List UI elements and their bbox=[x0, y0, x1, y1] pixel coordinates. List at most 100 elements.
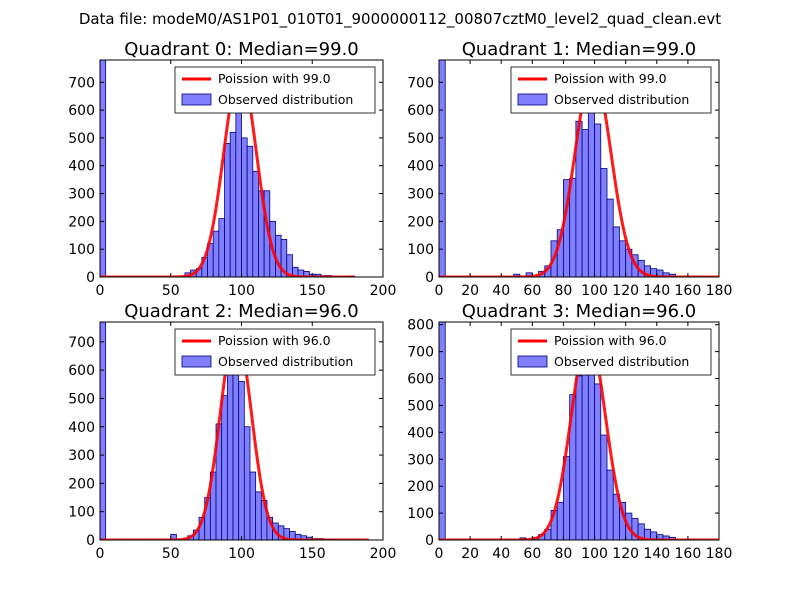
histogram-bar bbox=[581, 129, 589, 277]
x-tick-label: 180 bbox=[706, 546, 733, 562]
x-tick-label: 180 bbox=[706, 283, 733, 299]
y-tick-label: 0 bbox=[86, 533, 95, 549]
legend-hist-label: Observed distribution bbox=[218, 92, 353, 107]
x-tick-label: 40 bbox=[492, 546, 510, 562]
histogram-bar bbox=[286, 254, 293, 277]
legend-hist-swatch bbox=[517, 355, 548, 368]
quadrant-panel-1: 0 20 40 60 80 100 120 140 160 1800100200300400500… bbox=[407, 39, 732, 299]
legend-hist-label: Observed distribution bbox=[218, 354, 353, 369]
y-tick-label: 700 bbox=[407, 75, 434, 91]
legend-line-label: Poission with 99.0 bbox=[554, 71, 667, 86]
y-tick-label: 700 bbox=[68, 75, 95, 91]
y-tick-label: 0 bbox=[425, 270, 434, 286]
histogram-bar bbox=[439, 322, 446, 540]
legend-hist-label: Observed distribution bbox=[554, 354, 689, 369]
histogram-bar bbox=[212, 230, 220, 277]
x-tick-label: 20 bbox=[461, 283, 479, 299]
histogram-bar bbox=[439, 60, 446, 277]
y-tick-label: 100 bbox=[68, 242, 95, 258]
legend: Poission with 99.0 Observed distribution bbox=[510, 66, 712, 114]
y-tick-label: 400 bbox=[407, 425, 434, 441]
legend-hist-swatch bbox=[517, 93, 548, 106]
x-tick-label: 20 bbox=[461, 546, 479, 562]
histogram-bar bbox=[252, 170, 259, 277]
y-tick-label: 700 bbox=[68, 335, 95, 351]
histogram-bar bbox=[238, 381, 245, 540]
axes-frame bbox=[438, 321, 720, 541]
legend: Poission with 96.0 Observed distribution bbox=[510, 328, 712, 376]
legend-hist-swatch bbox=[181, 93, 212, 106]
x-tick-label: 100 bbox=[581, 546, 608, 562]
y-tick-label: 100 bbox=[407, 242, 434, 258]
histogram-bar bbox=[600, 434, 608, 540]
y-tick-label: 500 bbox=[407, 131, 434, 147]
legend-hist-swatch bbox=[181, 355, 212, 368]
y-tick-label: 200 bbox=[407, 479, 434, 495]
histogram-bars bbox=[100, 322, 336, 540]
y-tick-label: 200 bbox=[68, 214, 95, 230]
legend-hist-label: Observed distribution bbox=[554, 92, 689, 107]
panel-title: Quadrant 1: Median=99.0 bbox=[462, 39, 697, 60]
x-tick-label: 120 bbox=[612, 283, 639, 299]
y-tick-label: 100 bbox=[68, 505, 95, 521]
histogram-bar bbox=[600, 168, 608, 277]
histogram-bar bbox=[241, 137, 248, 277]
histogram-bar bbox=[249, 471, 257, 540]
histogram-bar bbox=[100, 60, 107, 277]
y-tick-label: 100 bbox=[407, 506, 434, 522]
panel-title: Quadrant 2: Median=96.0 bbox=[124, 301, 359, 322]
y-tick-label: 500 bbox=[68, 131, 95, 147]
histogram-bar bbox=[575, 375, 583, 540]
x-tick-label: 140 bbox=[643, 546, 670, 562]
x-tick-label: 40 bbox=[492, 283, 510, 299]
x-tick-label: 200 bbox=[370, 546, 397, 562]
legend: Poission with 96.0 Observed distribution bbox=[174, 328, 376, 376]
y-tick-label: 600 bbox=[407, 372, 434, 388]
legend-line-label: Poission with 96.0 bbox=[218, 333, 331, 348]
x-tick-label: 50 bbox=[162, 546, 180, 562]
x-tick-label: 200 bbox=[370, 283, 397, 299]
x-tick-label: 60 bbox=[523, 546, 541, 562]
x-tick-label: 0 bbox=[96, 283, 105, 299]
histogram-bar bbox=[587, 109, 595, 277]
histogram-bar bbox=[612, 226, 620, 277]
y-tick-label: 400 bbox=[68, 420, 95, 436]
y-tick-label: 200 bbox=[68, 476, 95, 492]
y-tick-label: 300 bbox=[68, 187, 95, 203]
histogram-bar bbox=[594, 383, 602, 540]
y-tick-label: 600 bbox=[68, 363, 95, 379]
y-tick-label: 300 bbox=[407, 452, 434, 468]
x-tick-label: 0 bbox=[435, 546, 444, 562]
x-tick-label: 100 bbox=[228, 546, 255, 562]
y-tick-label: 800 bbox=[407, 318, 434, 334]
y-tick-label: 500 bbox=[68, 391, 95, 407]
x-tick-label: 150 bbox=[299, 283, 326, 299]
x-tick-label: 60 bbox=[523, 283, 541, 299]
quadrant-panel-2: 0 50 100 150 200 0 100 200 300 400 500 600 700 Quadra… bbox=[68, 301, 396, 562]
y-tick-label: 700 bbox=[407, 345, 434, 361]
y-tick-label: 300 bbox=[68, 448, 95, 464]
x-tick-label: 0 bbox=[96, 546, 105, 562]
x-tick-label: 80 bbox=[555, 283, 573, 299]
histogram-bar bbox=[606, 469, 614, 540]
histogram-bars bbox=[439, 60, 676, 277]
histogram-bar bbox=[224, 143, 231, 277]
y-tick-label: 0 bbox=[425, 533, 434, 549]
panels-container: 0 50 100 150 2000100200300400500600700Quadra… bbox=[68, 39, 732, 562]
legend-line-label: Poission with 96.0 bbox=[554, 333, 667, 348]
y-tick-label: 300 bbox=[407, 187, 434, 203]
histogram-bar bbox=[218, 218, 225, 277]
y-tick-label: 600 bbox=[68, 103, 95, 119]
x-tick-label: 120 bbox=[612, 546, 639, 562]
x-tick-label: 80 bbox=[555, 546, 573, 562]
histogram-bar bbox=[100, 322, 107, 540]
x-tick-label: 100 bbox=[228, 283, 255, 299]
y-tick-label: 0 bbox=[86, 270, 95, 286]
x-tick-label: 160 bbox=[675, 283, 702, 299]
histogram-bar bbox=[587, 372, 595, 540]
axes-frame bbox=[438, 59, 720, 278]
quadrant-panel-3: 0 20 40 60 80 100 120 140 160 1800100200300400500… bbox=[407, 301, 732, 562]
x-tick-label: 150 bbox=[299, 546, 326, 562]
histogram-bar bbox=[594, 123, 602, 277]
y-tick-label: 500 bbox=[407, 398, 434, 414]
